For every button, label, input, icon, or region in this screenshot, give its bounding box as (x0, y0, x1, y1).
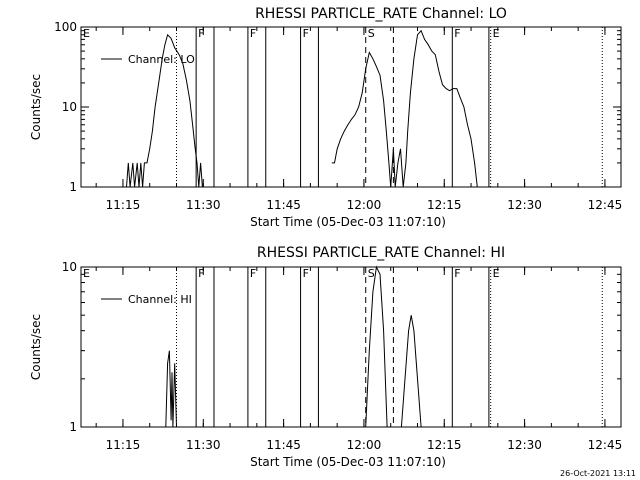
event-marker-label: F (250, 267, 256, 280)
event-marker-label: E (493, 27, 500, 40)
footer-timestamp: 26-Oct-2021 13:11 (560, 469, 636, 478)
x-tick-label: 11:30 (186, 198, 221, 212)
x-tick-label: 12:15 (427, 198, 462, 212)
data-series-line (400, 315, 422, 428)
event-marker-label: S (368, 267, 375, 280)
y-axis-label: Counts/sec (29, 74, 43, 140)
plot-frame (80, 266, 622, 428)
x-tick-label: 12:30 (507, 438, 542, 452)
x-tick-label: 12:45 (588, 198, 623, 212)
data-series-line (165, 350, 177, 428)
event-marker-label: S (368, 27, 375, 40)
x-tick-label: 12:30 (507, 198, 542, 212)
event-marker-label: E (83, 27, 90, 40)
x-tick-label: 12:45 (588, 438, 623, 452)
event-marker-label: E (83, 267, 90, 280)
chart-title: RHESSI PARTICLE_RATE Channel: HI (257, 245, 505, 261)
x-tick-label: 11:15 (106, 198, 141, 212)
event-marker-label: F (454, 27, 460, 40)
x-tick-label: 11:15 (106, 438, 141, 452)
x-tick-label: 12:00 (347, 438, 382, 452)
event-marker-label: F (198, 27, 204, 40)
y-tick-label: 10 (62, 100, 77, 114)
chart-title: RHESSI PARTICLE_RATE Channel: LO (255, 6, 507, 22)
x-tick-label: 12:15 (427, 438, 462, 452)
y-tick-label: 10 (62, 260, 77, 274)
data-series-line (365, 265, 388, 428)
legend-label: Channel: HI (128, 293, 192, 306)
x-tick-label: 11:45 (266, 438, 301, 452)
x-tick-label: 12:00 (347, 198, 382, 212)
x-axis-label: Start Time (05-Dec-03 11:07:10) (250, 455, 446, 469)
x-axis-label: Start Time (05-Dec-03 11:07:10) (250, 215, 446, 229)
data-series-line (126, 33, 203, 188)
event-marker-label: F (454, 267, 460, 280)
y-axis-label: Counts/sec (29, 314, 43, 380)
chart-panel-2: RHESSI PARTICLE_RATE Channel: HI Counts/s… (29, 245, 622, 469)
event-marker-label: F (303, 267, 309, 280)
x-tick-label: 11:45 (266, 198, 301, 212)
legend-label: Channel: LO (128, 53, 195, 66)
event-marker-label: F (198, 267, 204, 280)
y-tick-label: 1 (69, 420, 77, 434)
event-marker-label: F (250, 27, 256, 40)
data-series-line (331, 29, 478, 188)
chart-panel-1: RHESSI PARTICLE_RATE Channel: LO Counts/s… (29, 6, 622, 229)
event-marker-label: F (303, 27, 309, 40)
event-marker-label: E (493, 267, 500, 280)
x-tick-label: 11:30 (186, 438, 221, 452)
plot-frame (80, 26, 622, 188)
y-tick-label: 100 (54, 20, 77, 34)
y-tick-label: 1 (69, 180, 77, 194)
